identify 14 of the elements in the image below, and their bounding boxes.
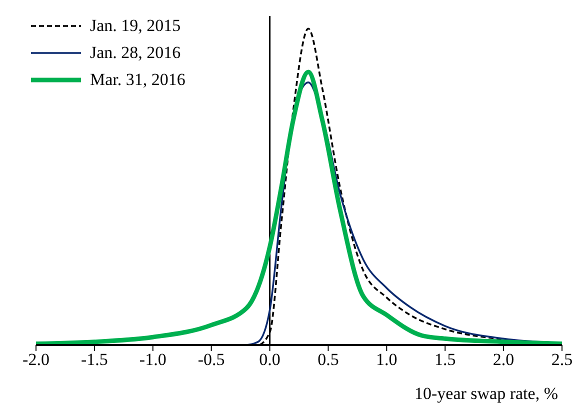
x-tick-label: -1.0 (139, 350, 166, 370)
x-tick-label: -0.5 (198, 350, 225, 370)
x-tick-label: 0.5 (318, 350, 339, 370)
x-tick-label: 1.0 (376, 350, 398, 370)
x-tick-label: 2.5 (551, 350, 573, 370)
x-axis-title: 10-year swap rate, % (414, 384, 558, 403)
x-tick-label: -1.5 (80, 350, 108, 370)
legend-label: Mar. 31, 2016 (90, 70, 186, 90)
x-tick-label: 1.5 (434, 350, 456, 370)
legend-label: Jan. 28, 2016 (90, 42, 181, 62)
x-tick-label: 0.0 (259, 350, 280, 370)
x-tick-label: -2.0 (22, 350, 50, 370)
x-tick-label: 2.0 (492, 350, 514, 370)
legend-label: Jan. 19, 2015 (90, 16, 181, 36)
